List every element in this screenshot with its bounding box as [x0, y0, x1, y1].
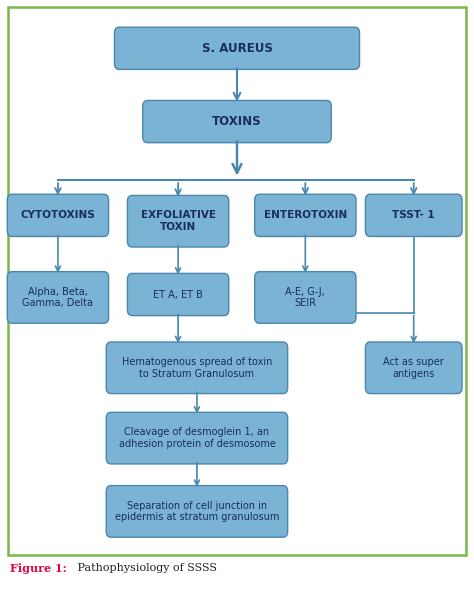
Text: Act as super
antigens: Act as super antigens	[383, 357, 444, 379]
FancyBboxPatch shape	[7, 272, 109, 323]
FancyBboxPatch shape	[128, 196, 229, 247]
Text: Alpha, Beta,
Gamma, Delta: Alpha, Beta, Gamma, Delta	[22, 287, 93, 308]
Text: TOXINS: TOXINS	[212, 115, 262, 128]
FancyBboxPatch shape	[365, 194, 462, 236]
FancyBboxPatch shape	[106, 412, 288, 464]
FancyBboxPatch shape	[143, 101, 331, 143]
FancyBboxPatch shape	[255, 272, 356, 323]
Text: Pathophysiology of SSSS: Pathophysiology of SSSS	[74, 563, 218, 573]
FancyBboxPatch shape	[7, 194, 109, 236]
Text: ET A, ET B: ET A, ET B	[153, 290, 203, 299]
Text: CYTOTOXINS: CYTOTOXINS	[20, 210, 95, 220]
FancyBboxPatch shape	[106, 485, 288, 537]
FancyBboxPatch shape	[115, 27, 359, 70]
Text: Hematogenous spread of toxin
to Stratum Granulosum: Hematogenous spread of toxin to Stratum …	[122, 357, 272, 379]
FancyBboxPatch shape	[255, 194, 356, 236]
FancyBboxPatch shape	[128, 273, 229, 316]
Text: Cleavage of desmoglein 1, an
adhesion protein of desmosome: Cleavage of desmoglein 1, an adhesion pr…	[118, 428, 275, 449]
Text: S. AUREUS: S. AUREUS	[201, 42, 273, 55]
Text: ENTEROTOXIN: ENTEROTOXIN	[264, 210, 347, 220]
FancyBboxPatch shape	[365, 342, 462, 393]
Text: A-E, G-J,
SEIR: A-E, G-J, SEIR	[285, 287, 325, 308]
Text: EXFOLIATIVE
TOXIN: EXFOLIATIVE TOXIN	[141, 210, 216, 232]
Text: TSST- 1: TSST- 1	[392, 210, 435, 220]
Text: Figure 1:: Figure 1:	[10, 563, 66, 574]
FancyBboxPatch shape	[106, 342, 288, 393]
Text: Separation of cell junction in
epidermis at stratum granulosum: Separation of cell junction in epidermis…	[115, 501, 279, 522]
